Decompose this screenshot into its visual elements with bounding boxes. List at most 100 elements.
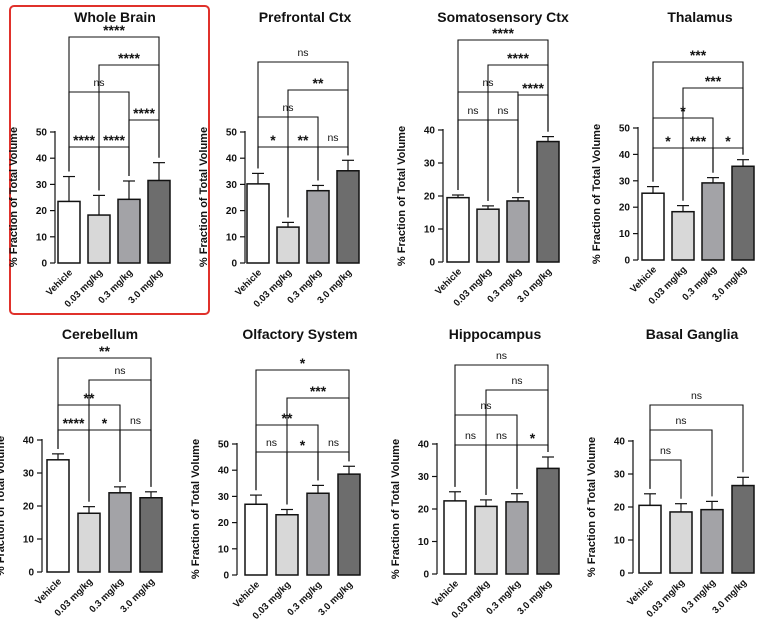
bar-4: [536, 467, 560, 575]
significance-label: ****: [103, 22, 125, 38]
significance-label: *: [725, 133, 731, 149]
bar-3: [505, 501, 529, 575]
panel-title: Hippocampus: [449, 326, 542, 342]
bar-1: [641, 192, 665, 261]
panel-title: Basal Ganglia: [646, 326, 739, 342]
x-tick-label: Vehicle: [231, 579, 262, 610]
y-tick-label: 20: [614, 503, 626, 514]
significance-label: ns: [660, 445, 671, 457]
significance-label: ns: [328, 437, 339, 449]
significance-label: ns: [130, 415, 141, 427]
significance-bracket: [457, 119, 489, 201]
y-tick-label: 10: [614, 536, 626, 547]
panel-title: Whole Brain: [74, 9, 156, 25]
highlight-frame: [9, 5, 210, 315]
y-tick-label: 0: [41, 259, 47, 270]
significance-bracket: [454, 364, 549, 487]
y-axis-label: % Fraction of Total Volume: [190, 439, 202, 579]
y-tick-label: 50: [36, 128, 48, 139]
significance-bracket: [454, 444, 487, 495]
y-tick-label: 50: [218, 440, 230, 451]
bar-4: [337, 473, 361, 576]
significance-label: ns: [497, 105, 508, 117]
significance-bracket: [68, 36, 160, 172]
panel-prefrontal-ctx: Prefrontal Ctx % Fraction of Total Volume…: [198, 9, 360, 310]
significance-label: ****: [492, 25, 514, 41]
panel-title: Prefrontal Ctx: [259, 9, 352, 25]
x-tick-label: 3.0 mg/kg: [515, 578, 554, 617]
panel-title: Thalamus: [667, 9, 733, 25]
bar-4: [147, 179, 171, 264]
y-tick-label: 0: [624, 256, 630, 267]
x-tick-label: Vehicle: [33, 576, 64, 607]
bar-1: [446, 196, 470, 263]
bar-2: [476, 208, 500, 263]
significance-bracket: [487, 119, 519, 201]
y-tick-label: 30: [36, 180, 48, 191]
y-axis-label: % Fraction of Total Volume: [0, 436, 7, 576]
y-axis-label: % Fraction of Total Volume: [390, 439, 402, 579]
y-tick-label: 50: [619, 124, 631, 135]
significance-label: ****: [522, 80, 544, 96]
y-tick-label: 10: [424, 225, 436, 236]
significance-label: *: [300, 437, 306, 453]
y-tick-label: 20: [424, 192, 436, 203]
significance-label: ns: [327, 132, 338, 144]
significance-label: ***: [705, 73, 722, 89]
y-tick-label: 20: [226, 206, 238, 217]
significance-label: ns: [511, 375, 522, 387]
y-axis-label: % Fraction of Total Volume: [8, 127, 20, 267]
significance-label: ***: [310, 383, 327, 399]
bar-2: [671, 210, 695, 261]
y-tick-label: 20: [36, 206, 48, 217]
y-tick-label: 30: [619, 176, 631, 187]
y-tick-label: 40: [614, 437, 626, 448]
y-axis-label: % Fraction of Total Volume: [396, 126, 408, 266]
bar-4: [139, 497, 163, 573]
significance-label: ***: [690, 133, 707, 149]
y-tick-label: 30: [218, 492, 230, 503]
panel-olfactory-system: Olfactory System % Fraction of Total Volu…: [190, 326, 361, 622]
x-tick-label: Vehicle: [430, 578, 461, 609]
significance-bracket: [457, 39, 549, 191]
significance-label: ns: [266, 437, 277, 449]
bar-4: [536, 140, 560, 263]
panel-thalamus: Thalamus % Fraction of Total Volume 0 10 20 3…: [591, 9, 755, 307]
significance-label: *: [102, 415, 108, 431]
significance-bracket: [652, 61, 744, 182]
bar-1: [46, 459, 70, 573]
significance-bracket: [485, 444, 518, 495]
y-tick-label: 0: [429, 258, 435, 269]
x-tick-label: 3.0 mg/kg: [710, 577, 749, 616]
significance-label: ns: [691, 390, 702, 402]
bar-4: [731, 484, 755, 574]
significance-bracket: [649, 459, 682, 499]
significance-label: ****: [63, 415, 85, 431]
significance-label: ****: [73, 132, 95, 148]
bar-4: [731, 165, 755, 261]
bar-2: [275, 513, 299, 576]
y-tick-label: 0: [231, 259, 237, 270]
bar-3: [117, 198, 141, 264]
significance-label: *: [300, 355, 306, 371]
significance-label: ns: [496, 430, 507, 442]
significance-label: ****: [118, 50, 140, 66]
significance-label: ns: [114, 365, 125, 377]
y-tick-label: 0: [423, 570, 429, 581]
significance-label: ns: [496, 350, 507, 362]
bar-3: [700, 508, 724, 574]
y-tick-label: 0: [619, 569, 625, 580]
significance-label: **: [298, 132, 309, 148]
significance-label: ns: [465, 430, 476, 442]
y-tick-label: 20: [418, 505, 430, 516]
y-tick-label: 0: [223, 571, 229, 582]
y-tick-label: 10: [226, 232, 238, 243]
bar-4: [336, 170, 360, 264]
y-tick-label: 30: [614, 470, 626, 481]
bar-3: [306, 189, 330, 264]
significance-label: **: [313, 75, 324, 91]
bar-1: [246, 183, 270, 264]
bar-1: [443, 500, 467, 575]
significance-bracket: [255, 451, 288, 505]
y-tick-label: 10: [36, 232, 48, 243]
